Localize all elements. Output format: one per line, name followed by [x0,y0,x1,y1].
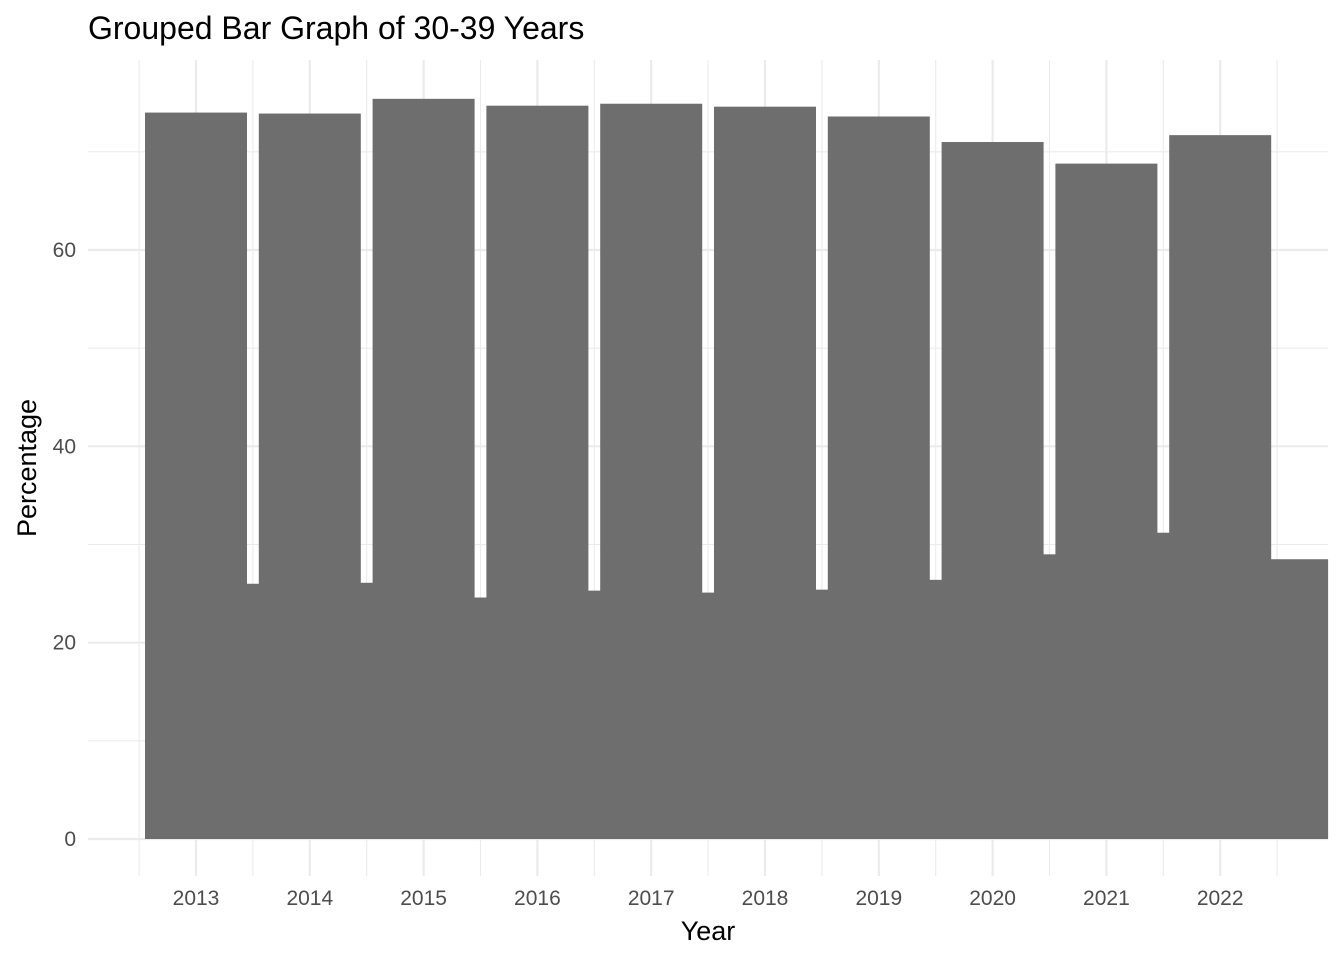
x-tick-label: 2022 [1197,887,1244,910]
x-tick-label: 2015 [400,887,447,910]
bar-2016-2 [543,590,646,839]
chart-title: Grouped Bar Graph of 30-39 Years [88,10,584,46]
bar-2015-2 [429,597,532,839]
x-tick-label: 2018 [742,887,789,910]
x-tick-label: 2013 [173,887,220,910]
x-tick-label: 2014 [286,887,333,910]
bar-2022-2 [1226,559,1329,839]
bar-2018-2 [770,589,873,839]
x-tick-label: 2020 [969,887,1016,910]
y-tick-label: 20 [53,632,76,655]
x-tick-label: 2017 [628,887,675,910]
y-tick-label: 40 [53,435,76,458]
y-axis-title: Percentage [12,399,42,537]
bars [145,98,1329,840]
x-axis-title: Year [681,916,736,946]
y-tick-label: 60 [53,239,76,262]
y-tick-label: 0 [64,828,76,851]
bar-2019-2 [884,579,987,839]
x-tick-label: 2016 [514,887,561,910]
bar-2014-2 [315,582,418,839]
bar-2017-2 [657,592,760,839]
x-tick-label: 2021 [1083,887,1130,910]
bar-2013-2 [201,583,304,839]
bar-2020-2 [998,554,1101,839]
tick-labels: 0 20 40 60 2013 2014 2015 2016 2017 2018 2019 2020 2… [53,239,1244,910]
bar-2021-2 [1112,532,1215,839]
x-tick-label: 2019 [855,887,902,910]
